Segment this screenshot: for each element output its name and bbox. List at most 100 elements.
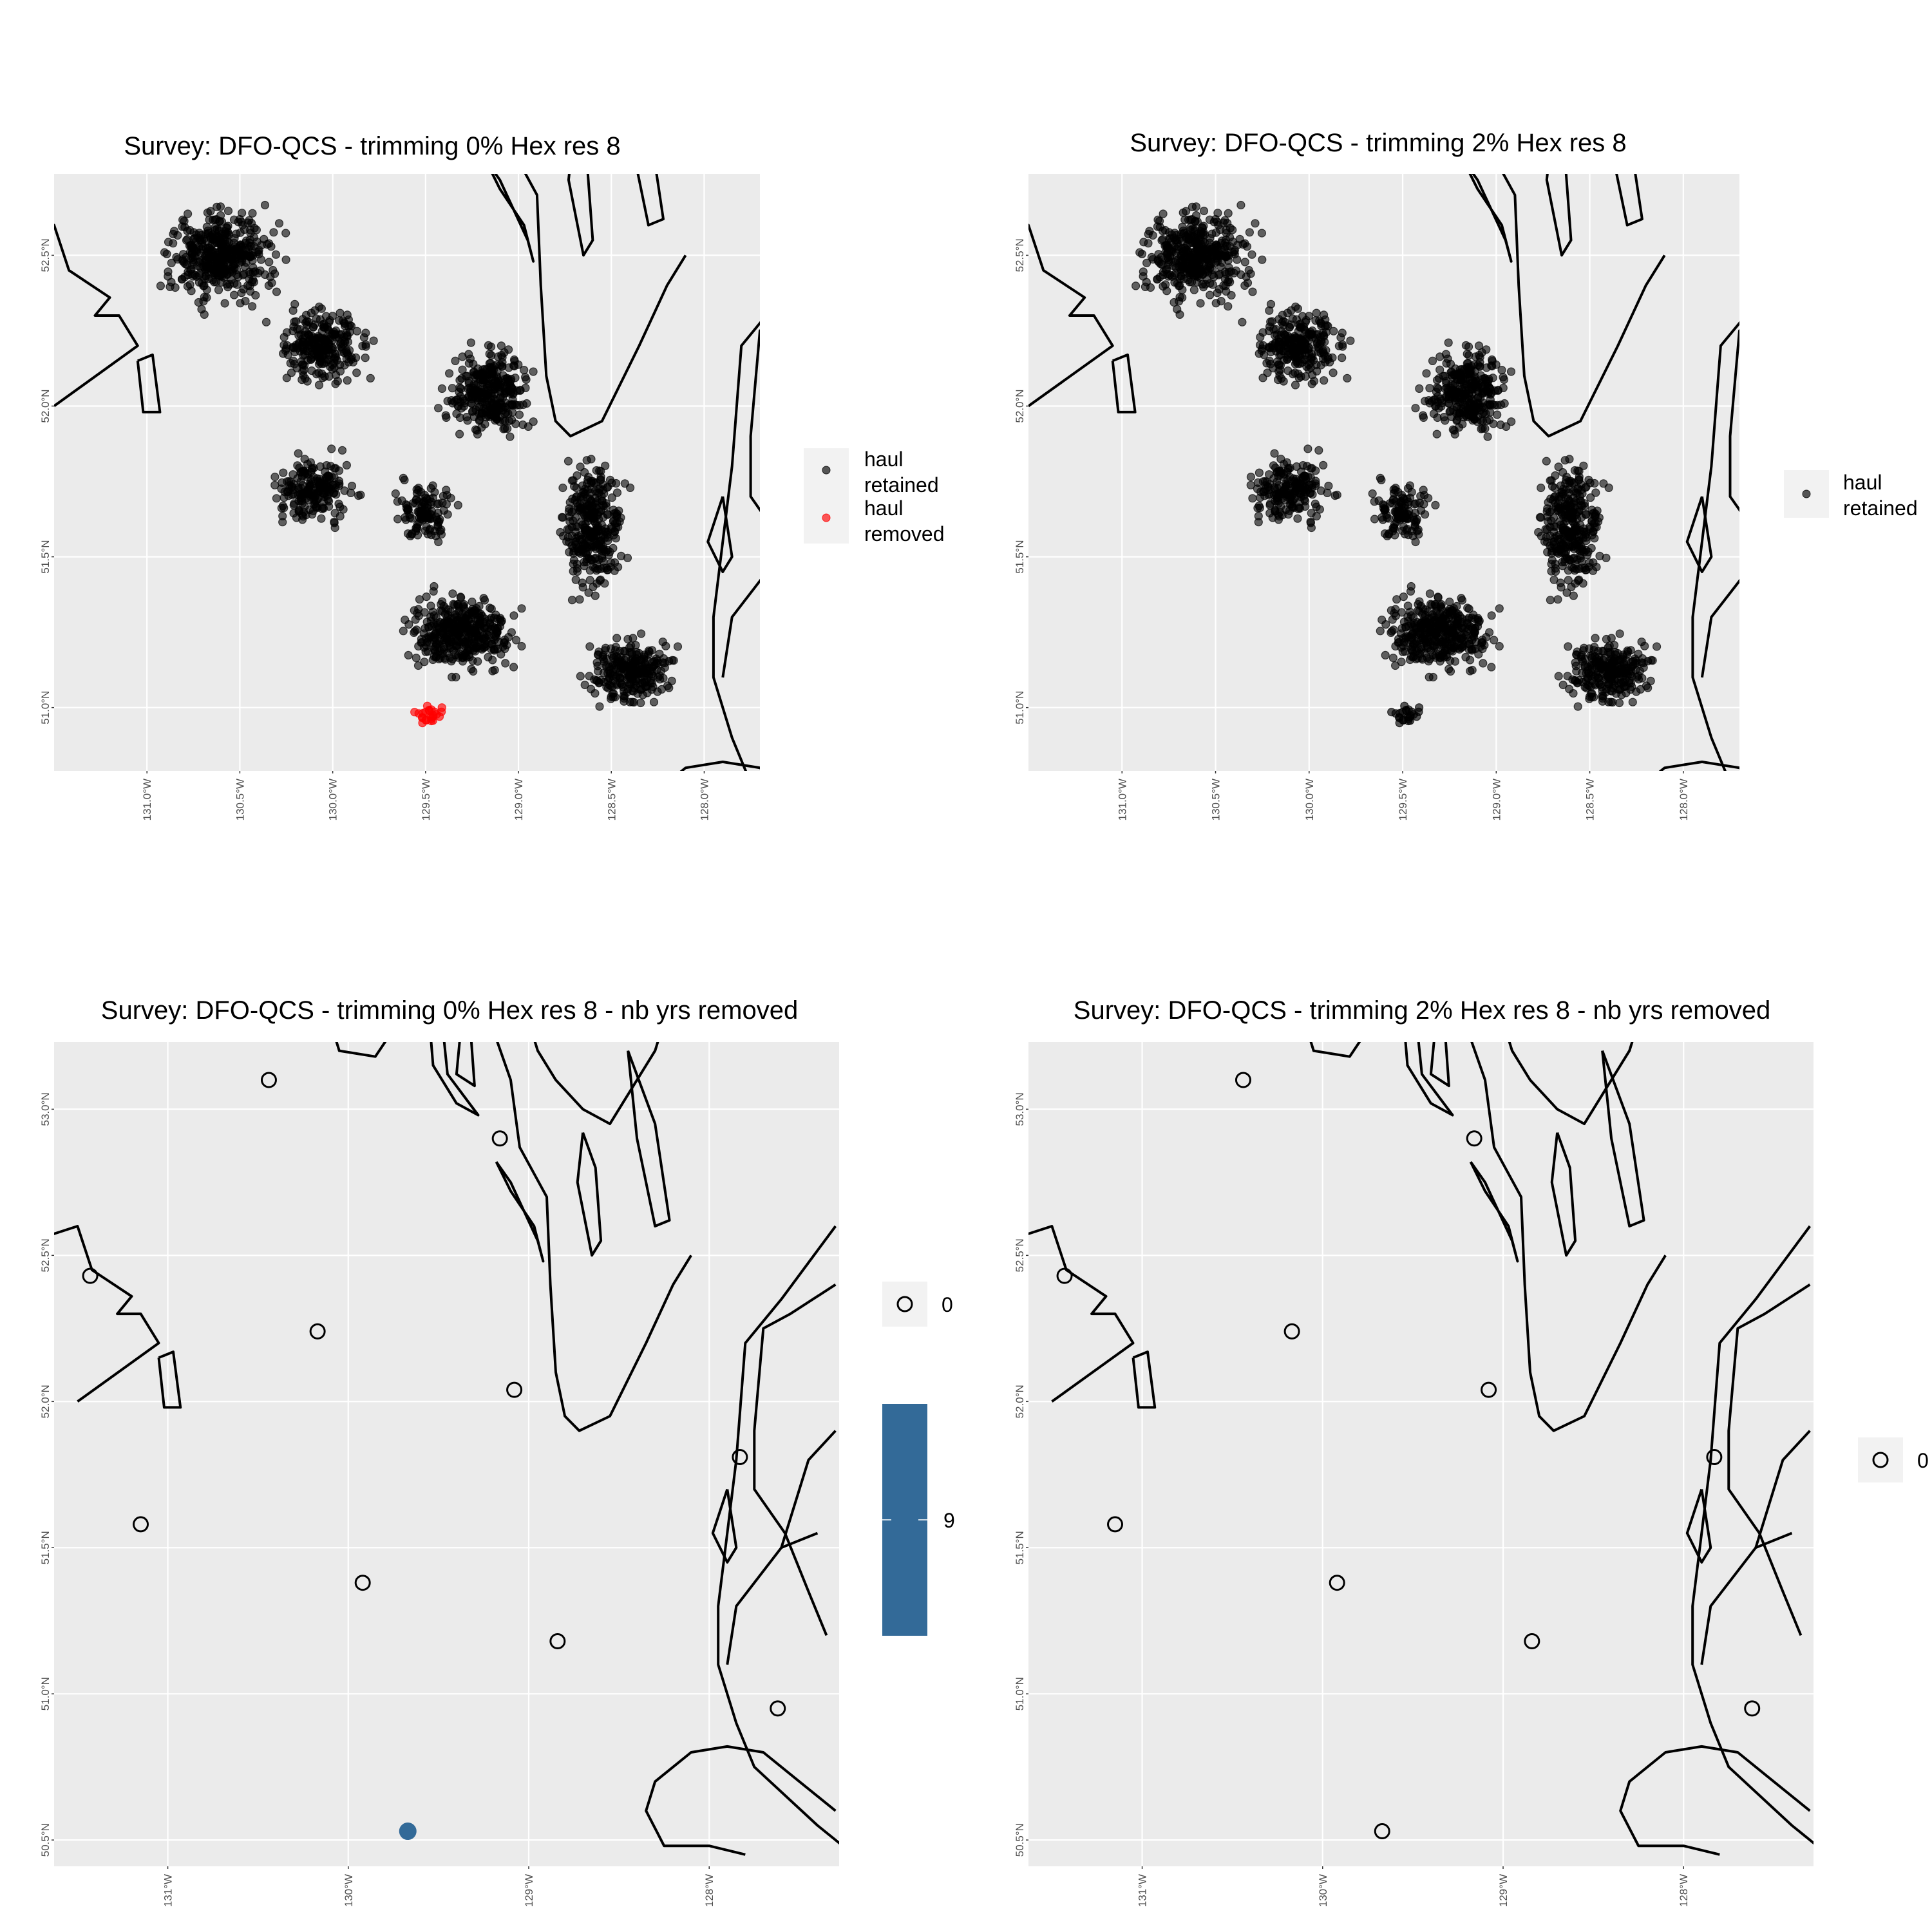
haul-retained-point bbox=[457, 621, 466, 630]
haul-retained-point bbox=[303, 321, 312, 330]
haul-retained-point bbox=[1475, 362, 1484, 371]
haul-retained-point bbox=[236, 228, 245, 237]
haul-retained-point bbox=[615, 647, 624, 656]
haul-retained-point bbox=[201, 266, 210, 275]
haul-retained-point bbox=[1578, 677, 1587, 687]
haul-retained-point bbox=[506, 388, 516, 397]
haul-retained-point bbox=[1291, 302, 1300, 311]
haul-retained-point bbox=[1466, 656, 1475, 665]
haul-retained-point bbox=[1211, 258, 1220, 267]
haul-retained-point bbox=[599, 650, 608, 660]
coastline bbox=[524, 174, 687, 438]
haul-retained-point bbox=[1334, 341, 1343, 350]
haul-retained-point bbox=[230, 234, 239, 243]
haul-retained-point bbox=[1419, 411, 1428, 420]
haul-retained-point bbox=[1544, 498, 1553, 507]
haul-retained-point bbox=[1542, 457, 1551, 466]
haul-retained-point bbox=[1484, 388, 1493, 397]
haul-retained-point bbox=[359, 333, 369, 342]
haul-retained-point bbox=[1490, 401, 1499, 410]
panel-background bbox=[1028, 1042, 1814, 1866]
haul-retained-point bbox=[596, 536, 605, 546]
haul-retained-point bbox=[587, 527, 596, 536]
haul-retained-point bbox=[1399, 592, 1408, 601]
haul-retained-point bbox=[164, 272, 173, 281]
coastline bbox=[54, 223, 139, 408]
haul-retained-point bbox=[1403, 601, 1412, 611]
haul-retained-point bbox=[1612, 689, 1621, 698]
haul-retained-point bbox=[1562, 475, 1571, 484]
haul-retained-point bbox=[1403, 484, 1413, 493]
haul-retained-point bbox=[1298, 334, 1307, 343]
haul-retained-point bbox=[1139, 238, 1148, 247]
haul-retained-point bbox=[448, 589, 457, 598]
haul-retained-point bbox=[1401, 622, 1410, 632]
haul-retained-point bbox=[586, 685, 596, 694]
haul-retained-point bbox=[1610, 681, 1619, 690]
haul-retained-point bbox=[1582, 533, 1591, 542]
haul-retained-point bbox=[623, 672, 632, 682]
panel4-legend: 0 bbox=[1858, 1437, 1929, 1482]
haul-retained-point bbox=[503, 424, 512, 433]
haul-retained-point bbox=[1588, 664, 1597, 673]
haul-retained-point bbox=[1247, 250, 1256, 259]
haul-retained-point bbox=[486, 603, 495, 612]
haul-retained-point bbox=[1569, 500, 1578, 509]
haul-retained-point bbox=[1145, 227, 1154, 236]
haul-retained-point bbox=[223, 222, 232, 231]
haul-retained-point bbox=[203, 208, 212, 217]
haul-retained-point bbox=[178, 256, 187, 265]
haul-retained-point bbox=[1199, 283, 1208, 292]
haul-retained-point bbox=[600, 579, 609, 588]
haul-retained-point bbox=[195, 258, 204, 267]
haul-retained-point bbox=[420, 658, 429, 667]
haul-retained-point bbox=[300, 502, 309, 511]
haul-retained-point bbox=[1610, 662, 1619, 671]
haul-retained-point bbox=[325, 316, 334, 325]
x-tick-label: 129.0°W bbox=[1490, 779, 1502, 820]
haul-retained-point bbox=[472, 641, 481, 651]
haul-retained-point bbox=[1445, 611, 1454, 620]
haul-retained-point bbox=[236, 258, 245, 267]
haul-retained-point bbox=[1466, 667, 1475, 676]
haul-retained-point bbox=[509, 361, 518, 370]
x-tick-label: 129.0°W bbox=[513, 779, 525, 820]
haul-retained-point bbox=[269, 228, 278, 237]
coastline bbox=[491, 174, 535, 263]
haul-retained-point bbox=[454, 653, 463, 662]
haul-retained-point bbox=[1408, 629, 1417, 638]
haul-retained-point bbox=[301, 511, 310, 520]
haul-retained-point bbox=[558, 483, 567, 493]
haul-retained-point bbox=[164, 238, 173, 247]
haul-retained-point bbox=[418, 506, 428, 516]
haul-retained-point bbox=[1422, 369, 1431, 378]
haul-retained-point bbox=[1306, 363, 1316, 372]
haul-retained-point bbox=[1285, 473, 1294, 482]
haul-retained-point bbox=[361, 353, 370, 363]
haul-retained-point bbox=[489, 646, 499, 655]
haul-retained-point bbox=[447, 672, 457, 682]
x-tick-label: 130.0°W bbox=[1303, 779, 1316, 820]
coastline bbox=[749, 329, 760, 513]
haul-retained-point bbox=[1569, 591, 1578, 600]
haul-retained-point bbox=[417, 634, 426, 643]
haul-retained-point bbox=[657, 685, 667, 694]
haul-retained-point bbox=[1214, 270, 1223, 279]
haul-retained-point bbox=[314, 368, 323, 377]
haul-retained-point bbox=[1497, 365, 1506, 375]
haul-retained-point bbox=[511, 636, 521, 645]
haul-retained-point bbox=[612, 672, 621, 681]
haul-retained-point bbox=[431, 629, 440, 638]
haul-retained-point bbox=[1445, 597, 1454, 607]
haul-retained-point bbox=[455, 413, 465, 422]
haul-retained-point bbox=[1159, 270, 1168, 279]
haul-retained-point bbox=[1279, 321, 1288, 330]
haul-retained-point bbox=[673, 642, 683, 651]
haul-retained-point bbox=[594, 555, 603, 564]
haul-retained-point bbox=[1393, 515, 1403, 524]
haul-retained-point bbox=[1615, 629, 1624, 638]
haul-retained-point bbox=[299, 371, 308, 380]
haul-retained-point bbox=[1251, 219, 1260, 228]
coastline bbox=[136, 353, 162, 413]
